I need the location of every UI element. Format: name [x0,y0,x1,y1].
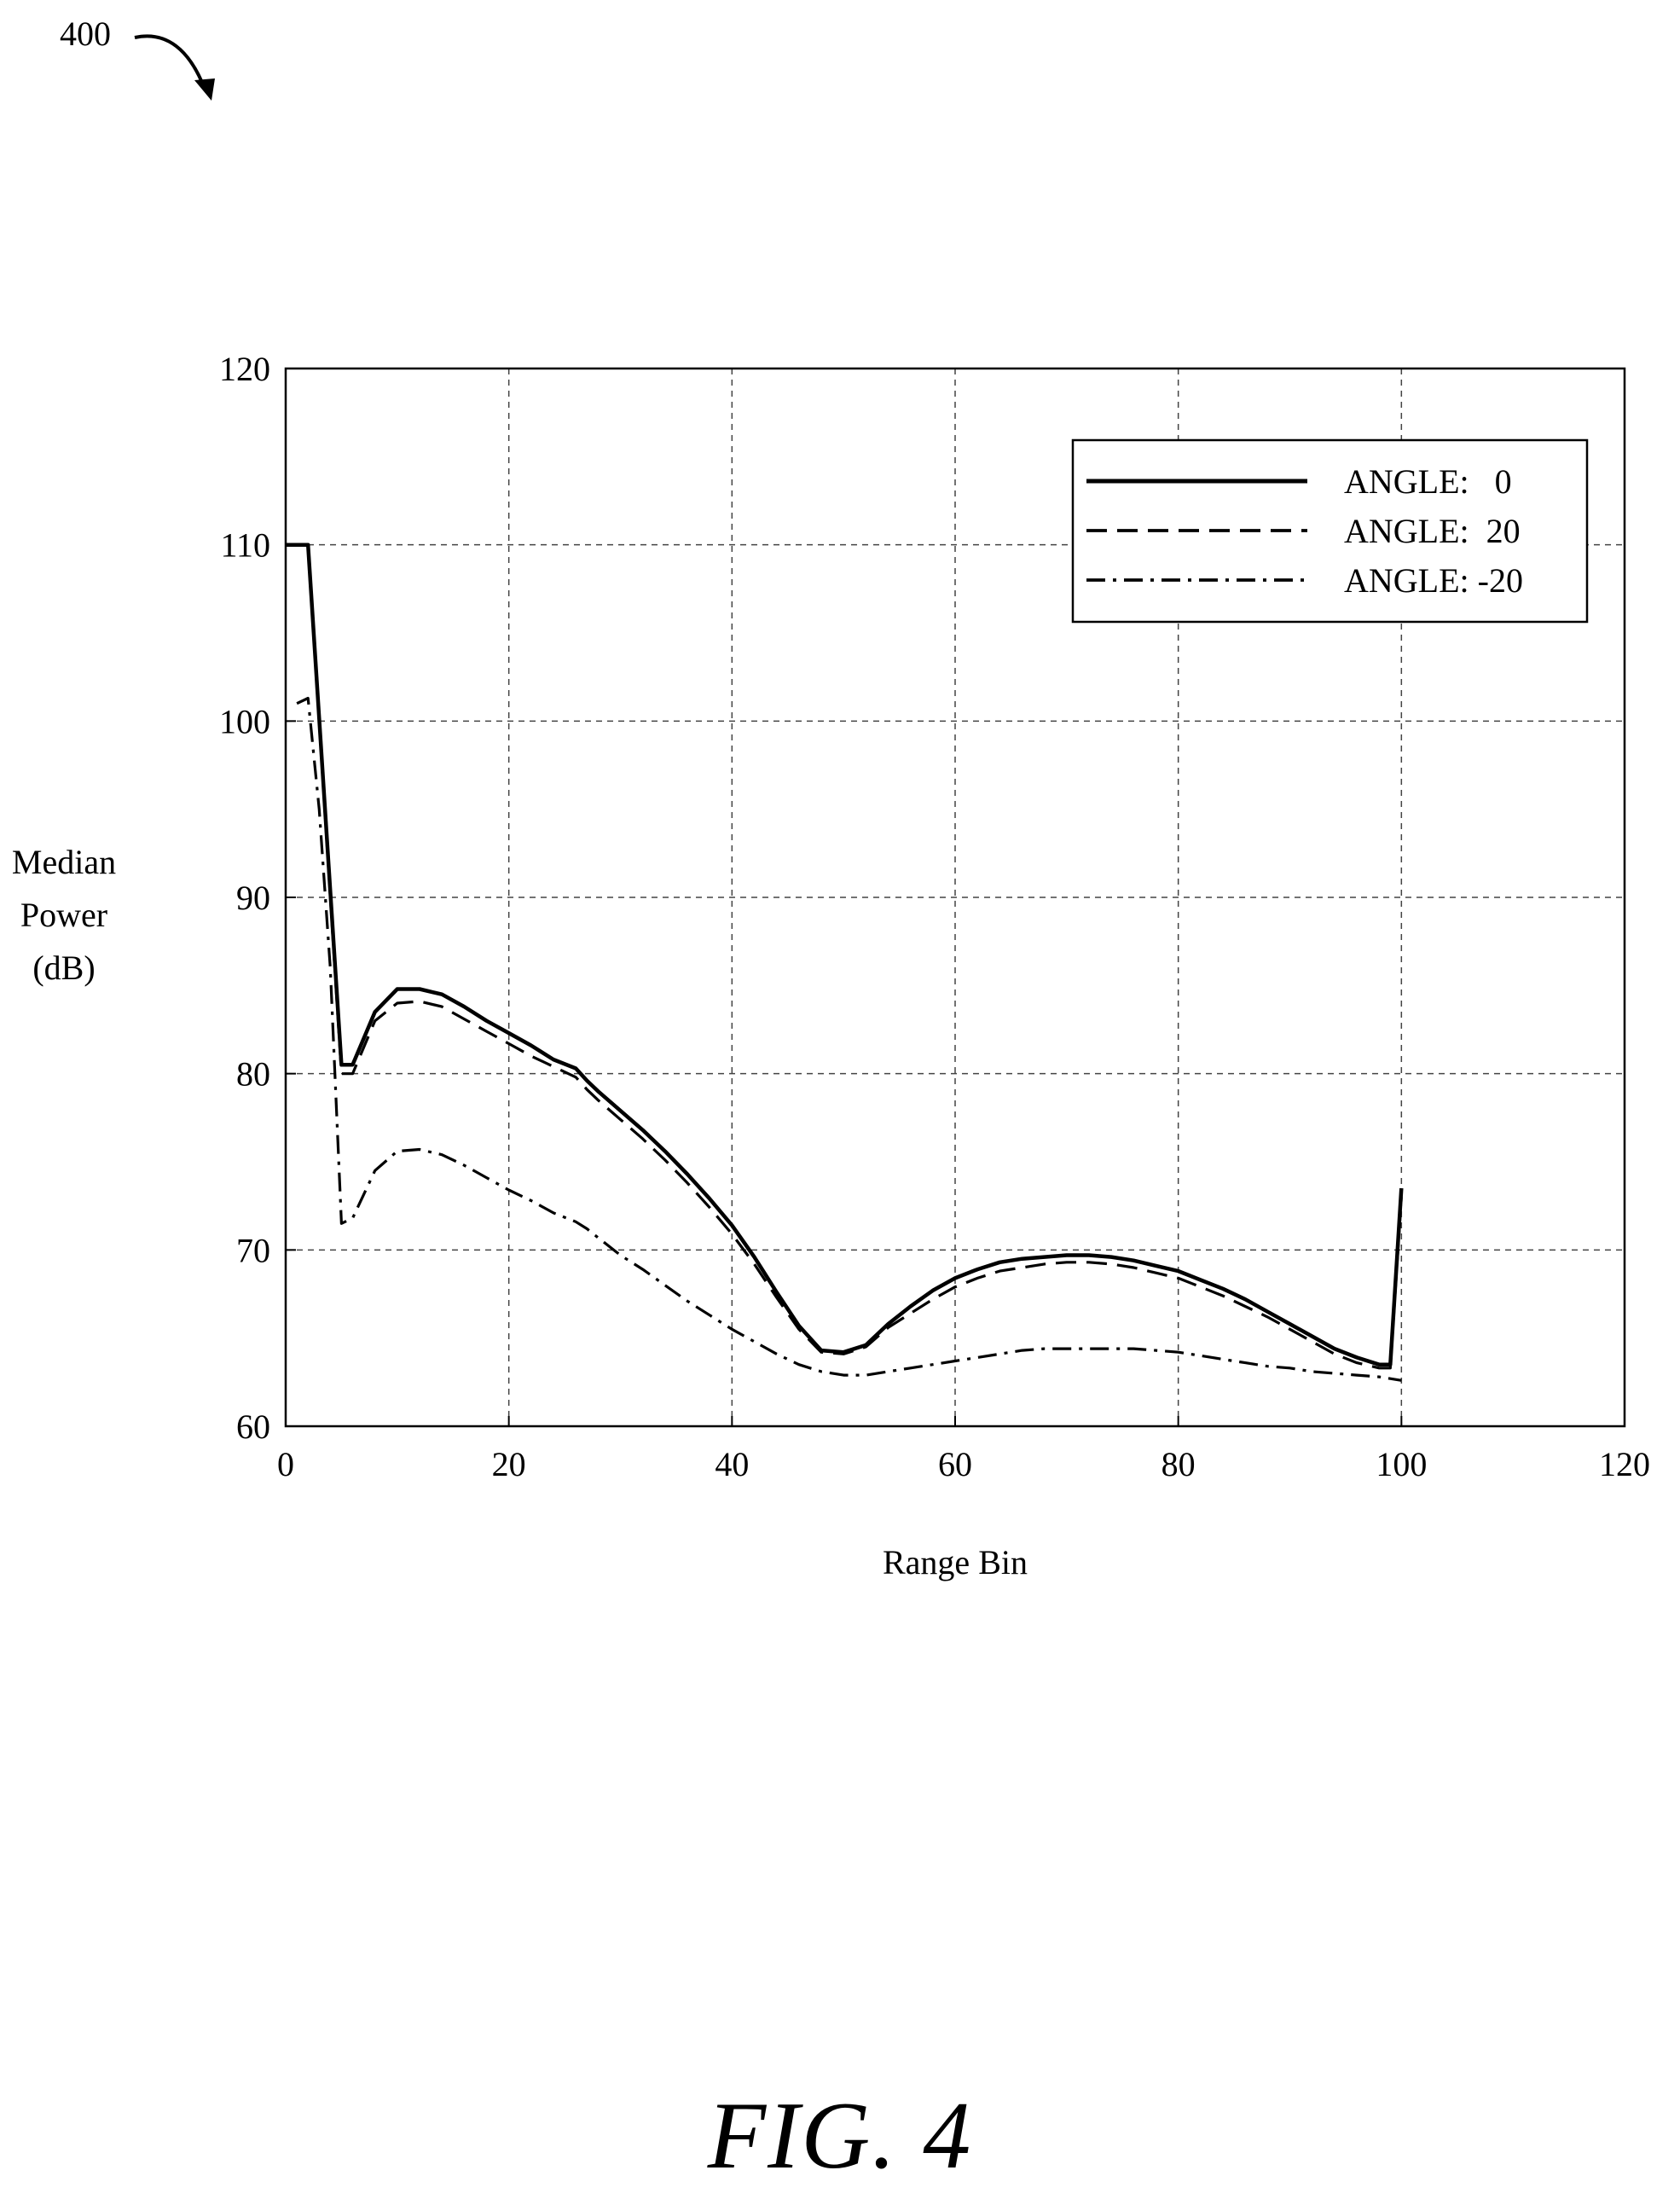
axes: 0 20 40 60 80 100 120 60 70 80 90 100 110 120 [219,350,1650,1483]
x-tick-label: 40 [715,1445,749,1483]
y-tick-label: 120 [219,350,270,388]
series-line-2 [286,543,1403,1370]
x-axis-label: Range Bin [883,1543,1028,1581]
y-axis-label-line: (dB) [32,949,96,987]
series-line-3 [296,696,1402,1382]
figure-caption: FIG. 4 [707,2083,973,2189]
y-axis-label-line: Median [11,843,117,881]
y-tick-label: 80 [236,1055,270,1094]
legend-label: ANGLE: -20 [1344,561,1523,600]
y-tick-label: 70 [236,1231,270,1269]
y-axis-label: Median Power (dB) [0,836,128,995]
x-tick-label: 100 [1376,1445,1427,1483]
data-series [286,543,1404,1382]
legend-label: ANGLE: 20 [1344,512,1521,550]
y-tick-label: 110 [220,526,270,565]
x-tick-label: 0 [277,1445,294,1483]
figure-reference-number: 400 [60,15,111,53]
x-tick-label: 60 [938,1445,972,1483]
x-tick-label: 20 [492,1445,526,1483]
y-tick-label: 90 [236,879,270,917]
line-chart: 0 20 40 60 80 100 120 60 70 80 90 100 110 120 ANGLE: … [219,350,1650,1483]
y-tick-label: 60 [236,1407,270,1446]
x-tick-label: 120 [1599,1445,1650,1483]
reference-arrow [134,34,215,101]
y-axis-label-line: Power [20,896,108,934]
y-tick-label: 100 [219,702,270,740]
series-line-1 [286,543,1404,1367]
x-tick-label: 80 [1162,1445,1196,1483]
legend: ANGLE: 0 ANGLE: 20 ANGLE: -20 [1071,438,1589,624]
legend-label: ANGLE: 0 [1344,462,1512,501]
grid-lines [286,368,1625,1426]
